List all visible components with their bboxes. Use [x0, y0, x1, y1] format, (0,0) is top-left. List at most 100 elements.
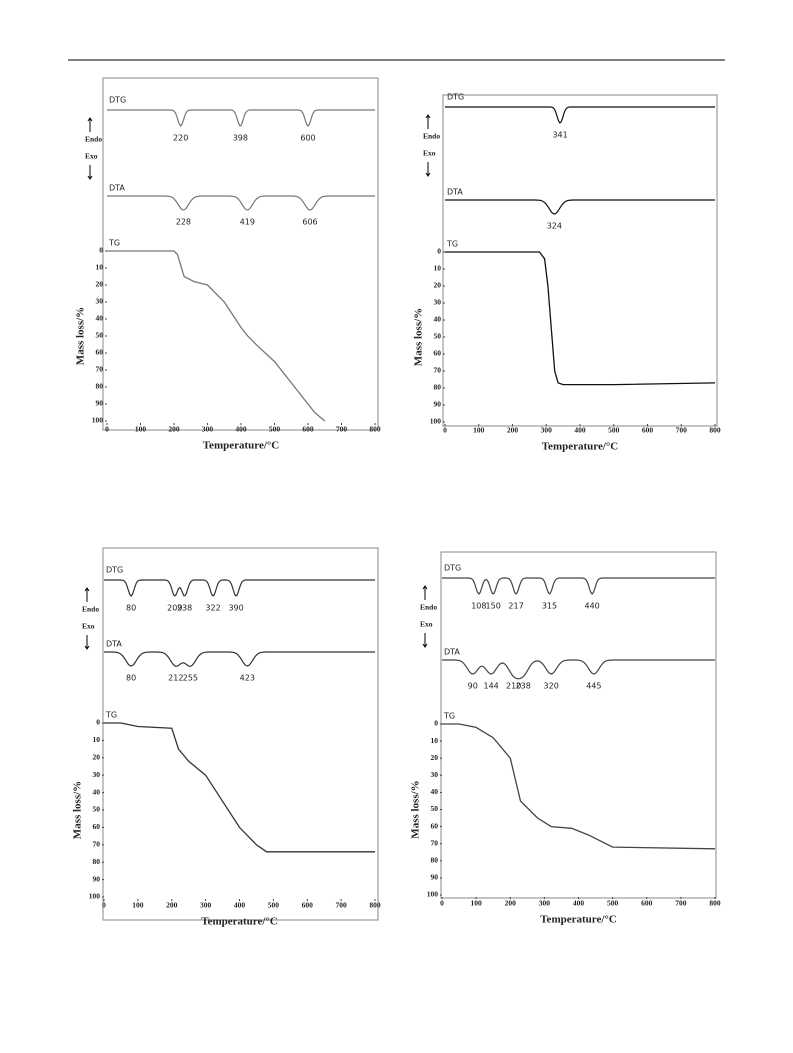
y-tick-label: 50: [96, 331, 104, 340]
x-tick-label: 100: [132, 901, 144, 910]
tg-curve: [107, 250, 326, 422]
exo-arrow: [84, 635, 90, 650]
x-tick-label: 200: [507, 426, 519, 435]
dtg-peak-label: 150: [486, 602, 501, 611]
endo-label: Endo: [85, 135, 102, 144]
y-tick-label: 0: [434, 719, 438, 728]
y-tick-label: 80: [434, 383, 442, 392]
dta-peak-label: 238: [516, 682, 531, 691]
y-tick-label: 20: [93, 753, 101, 762]
tg-curve: [104, 722, 375, 853]
dtg-peak-label: 322: [205, 604, 220, 613]
dta-curve: [107, 195, 375, 211]
panel-frame: [102, 77, 379, 431]
exo-label: Exo: [85, 152, 98, 161]
dtg-peak-label: 209: [167, 604, 182, 613]
exo-label: Exo: [423, 149, 436, 158]
exo-label: Exo: [82, 622, 95, 631]
y-tick-label: 40: [434, 315, 442, 324]
dta-peak-label: 606: [302, 218, 317, 227]
tg-label: TG: [108, 239, 120, 248]
y-tick-label: 80: [96, 382, 104, 391]
tg-label: TG: [446, 240, 458, 249]
x-tick-label: 300: [539, 899, 551, 908]
dta-peak-label: 144: [483, 682, 498, 691]
dtg-peak-label: 238: [177, 604, 192, 613]
dtg-curve: [104, 579, 375, 597]
y-tick-label: 90: [93, 874, 101, 883]
endo-label: Endo: [423, 132, 440, 141]
x-tick-label: 200: [166, 901, 178, 910]
x-tick-label: 700: [336, 901, 348, 910]
dtg-peak-label: 108: [471, 602, 486, 611]
y-tick-label: 100: [89, 892, 101, 901]
tg-label: TG: [105, 711, 117, 720]
x-tick-label: 700: [336, 425, 348, 434]
y-tick-label: 100: [430, 417, 442, 426]
x-tick-label: 800: [369, 425, 381, 434]
dtg-peak-label: 341: [552, 131, 567, 140]
dtg-peak-label: 398: [233, 134, 248, 143]
x-tick-label: 0: [443, 426, 447, 435]
dta-peak-label: 90: [468, 682, 478, 691]
y-tick-label: 50: [431, 804, 439, 813]
x-tick-label: 500: [608, 426, 620, 435]
dtg-curve: [107, 109, 375, 127]
y-tick-label: 20: [434, 281, 442, 290]
x-axis-label: Temperature/°C: [542, 441, 619, 453]
dta-peak-label: 320: [544, 682, 559, 691]
dtg-label: DTG: [106, 566, 123, 575]
x-axis-label: Temperature/°C: [203, 440, 280, 452]
tg-curve: [445, 251, 716, 386]
endo-label: Endo: [82, 605, 99, 614]
y-tick-label: 10: [431, 736, 439, 745]
y-tick-label: 90: [431, 873, 439, 882]
dtg-peak-label: 315: [542, 602, 557, 611]
y-tick-label: 80: [431, 856, 439, 865]
y-tick-label: 20: [431, 753, 439, 762]
y-tick-label: 30: [96, 297, 104, 306]
x-tick-label: 400: [573, 899, 585, 908]
dta-peak-label: 419: [240, 218, 255, 227]
y-tick-label: 50: [93, 805, 101, 814]
x-axis-label: Temperature/°C: [201, 916, 278, 928]
dtg-label: DTG: [447, 93, 464, 102]
dtg-peak-label: 440: [585, 602, 600, 611]
y-tick-label: 70: [431, 838, 439, 847]
dta-curve: [104, 651, 375, 667]
y-tick-label: 60: [96, 348, 104, 357]
x-tick-label: 400: [574, 426, 586, 435]
dtg-peak-label: 80: [126, 604, 136, 613]
dta-label: DTA: [106, 640, 122, 649]
x-tick-label: 500: [268, 901, 280, 910]
x-tick-label: 600: [302, 901, 314, 910]
x-tick-label: 700: [675, 899, 687, 908]
x-tick-label: 0: [102, 901, 106, 910]
y-tick-label: 30: [434, 298, 442, 307]
dta-peak-label: 80: [126, 674, 136, 683]
y-tick-label: 10: [96, 263, 104, 272]
y-tick-label: 0: [99, 246, 103, 255]
dta-peak-label: 324: [547, 222, 562, 231]
x-tick-label: 200: [505, 899, 517, 908]
dta-peak-label: 212: [168, 674, 183, 683]
exo-label: Exo: [420, 620, 433, 629]
x-tick-label: 100: [471, 899, 483, 908]
dta-label: DTA: [444, 648, 460, 657]
dtg-peak-label: 390: [228, 604, 243, 613]
dta-label: DTA: [109, 184, 125, 193]
dta-peak-label: 255: [183, 674, 198, 683]
y-tick-label: 70: [434, 366, 442, 375]
y-tick-label: 60: [431, 821, 439, 830]
y-axis-label: Mass loss/%: [75, 307, 87, 365]
endo-arrow: [87, 117, 93, 132]
y-tick-label: 10: [93, 735, 101, 744]
dta-peak-label: 210: [506, 682, 521, 691]
dtg-label: DTG: [109, 96, 126, 105]
y-tick-label: 70: [96, 365, 104, 374]
y-tick-label: 0: [437, 247, 441, 256]
x-tick-label: 600: [302, 425, 314, 434]
x-tick-label: 800: [709, 426, 721, 435]
